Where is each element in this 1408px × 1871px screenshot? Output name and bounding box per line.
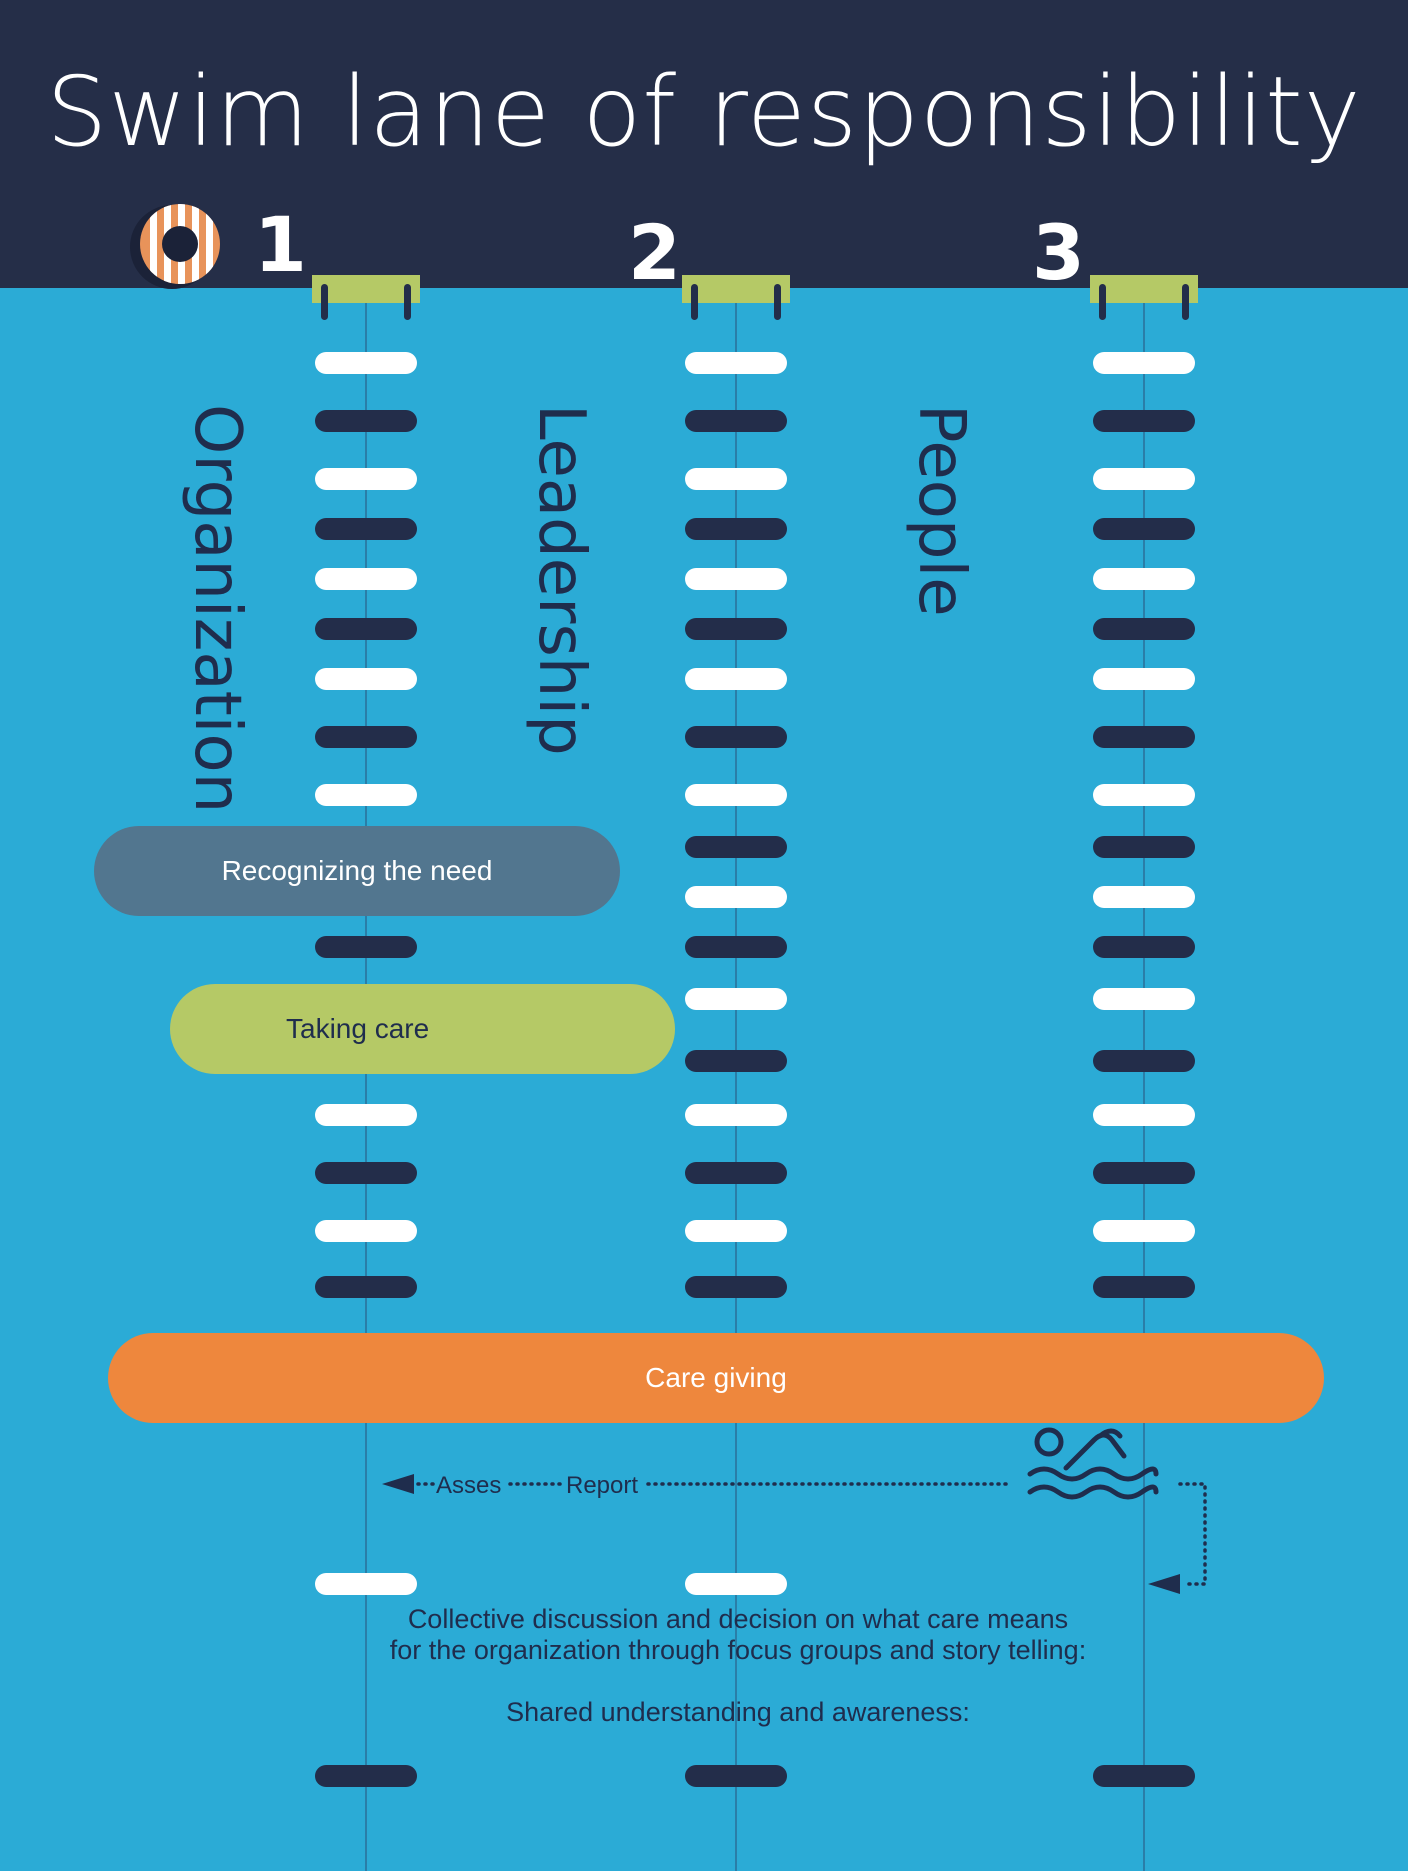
lane-label-people: People <box>904 404 978 617</box>
header <box>0 0 1408 288</box>
starting-block-handle <box>321 284 328 320</box>
lane-float <box>1093 668 1195 690</box>
step-recognizing-the-need: Recognizing the need <box>94 826 620 916</box>
starting-block-handle <box>774 284 781 320</box>
lane-float <box>1093 1050 1195 1072</box>
lane-float <box>1093 352 1195 374</box>
starting-block-handle <box>1099 284 1106 320</box>
lane-float <box>685 1220 787 1242</box>
starting-block-handle <box>691 284 698 320</box>
lane-float <box>685 1050 787 1072</box>
lane-float <box>315 668 417 690</box>
arrow-return-head <box>1148 1574 1180 1594</box>
lane-float <box>685 886 787 908</box>
lane-float <box>315 1765 417 1787</box>
lane-float <box>315 568 417 590</box>
starting-block-handle <box>1182 284 1189 320</box>
lane-float <box>685 352 787 374</box>
lane-float <box>685 836 787 858</box>
lane-float <box>685 618 787 640</box>
step-recognizing-label: Recognizing the need <box>221 855 493 886</box>
step-care-giving-label: Care giving <box>645 1362 787 1393</box>
dotted-line-return <box>1178 1482 1207 1586</box>
lane-float <box>1093 1276 1195 1298</box>
flow-label-asses: Asses <box>436 1472 502 1499</box>
lane-float <box>1093 618 1195 640</box>
lane-float <box>315 410 417 432</box>
lane-float <box>685 1104 787 1126</box>
note-shared-understanding: Shared understanding and awareness: <box>506 1697 970 1727</box>
lane-float <box>685 988 787 1010</box>
lane-label-leadership: Leadership <box>524 404 598 756</box>
lifebuoy-icon <box>130 204 220 289</box>
lane-float <box>315 1220 417 1242</box>
lane-float <box>1093 936 1195 958</box>
lane-float <box>685 1765 787 1787</box>
lane-float <box>1093 410 1195 432</box>
lane-number-3: 3 <box>1032 208 1085 297</box>
lane-float <box>315 618 417 640</box>
lane-float <box>1093 518 1195 540</box>
starting-block-handle <box>404 284 411 320</box>
lane-float <box>685 468 787 490</box>
lane-float <box>1093 988 1195 1010</box>
lane-float <box>685 1162 787 1184</box>
lane-float <box>315 1162 417 1184</box>
note-discussion-line2: for the organization through focus group… <box>389 1635 1087 1665</box>
flow-label-report: Report <box>566 1472 639 1499</box>
step-taking-care: Taking care <box>170 984 675 1074</box>
lane-float <box>1093 468 1195 490</box>
lane-float <box>685 668 787 690</box>
lane-float <box>685 518 787 540</box>
arrow-left-head <box>382 1474 414 1494</box>
starting-block-icon <box>682 275 790 303</box>
lane-number-1: 1 <box>254 200 307 289</box>
lane-float <box>315 1104 417 1126</box>
step-care-giving: Care giving <box>108 1333 1324 1423</box>
note-discussion-line1: Collective discussion and decision on wh… <box>407 1604 1069 1634</box>
lane-float <box>1093 1104 1195 1126</box>
lane-float <box>1093 1765 1195 1787</box>
swimmer-icon <box>1027 1427 1159 1500</box>
lane-float <box>315 1573 417 1595</box>
lane-float <box>685 1573 787 1595</box>
lane-float <box>685 410 787 432</box>
lane-float <box>315 468 417 490</box>
lane-float <box>315 1276 417 1298</box>
page-title: Swim lane of responsibility <box>46 56 1362 168</box>
lane-float <box>685 568 787 590</box>
step-taking-care-label: Taking care <box>286 1013 430 1044</box>
lane-float <box>1093 784 1195 806</box>
lane-float <box>1093 568 1195 590</box>
lane-float <box>315 784 417 806</box>
lane-float <box>685 936 787 958</box>
lane-float <box>1093 1162 1195 1184</box>
starting-block-icon <box>1090 275 1198 303</box>
lane-float <box>1093 836 1195 858</box>
lane-float <box>685 784 787 806</box>
lane-float <box>315 518 417 540</box>
lane-float <box>1093 726 1195 748</box>
lane-float <box>1093 1220 1195 1242</box>
lane-float <box>315 352 417 374</box>
lane-float <box>315 936 417 958</box>
lane-number-2: 2 <box>628 208 681 297</box>
lane-float <box>685 726 787 748</box>
lane-float <box>1093 886 1195 908</box>
lane-float <box>315 726 417 748</box>
lane-float <box>685 1276 787 1298</box>
lane-label-organization: Organization <box>180 404 254 814</box>
starting-block-icon <box>312 275 420 303</box>
